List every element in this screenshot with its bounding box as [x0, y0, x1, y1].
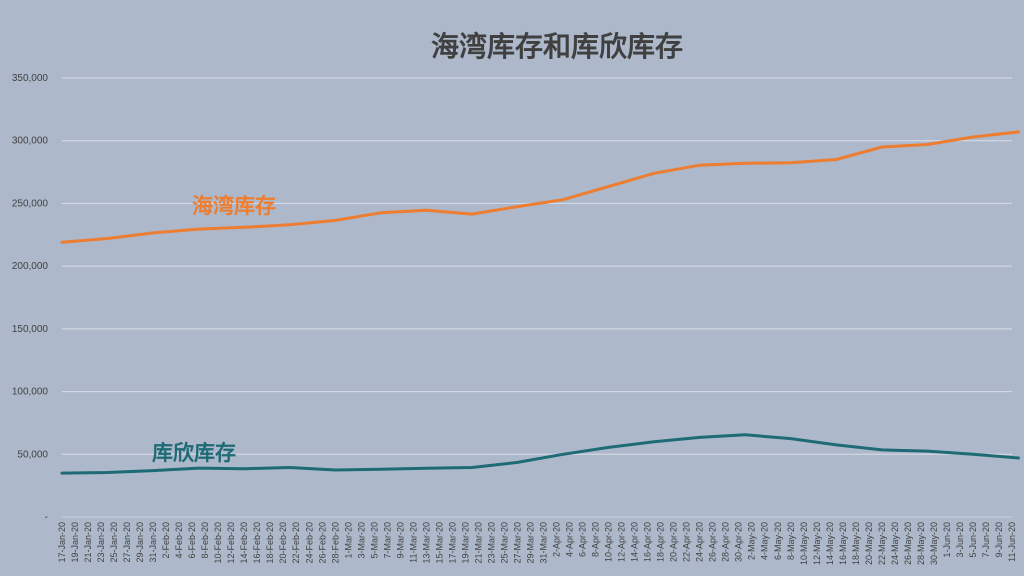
x-tick-label: 1-Jun-20 [942, 522, 952, 558]
x-tick-label: 4-Feb-20 [174, 522, 184, 559]
series-line-gulf [60, 130, 1020, 244]
x-tick-label: 17-Jan-20 [57, 522, 67, 563]
x-tick-label: 6-May-20 [773, 522, 783, 560]
x-tick-label: 5-Jun-20 [968, 522, 978, 558]
y-tick-label: 150,000 [12, 324, 49, 335]
y-tick-label: 250,000 [12, 198, 49, 209]
x-tick-label: 7-Jun-20 [981, 522, 991, 558]
x-tick-label: 8-Feb-20 [200, 522, 210, 559]
x-tick-label: 8-Apr-20 [591, 522, 601, 557]
y-tick-label: 50,000 [17, 449, 48, 460]
x-tick-label: 30-Apr-20 [734, 522, 744, 562]
series-lines [60, 130, 1020, 475]
x-tick-label: 24-Feb-20 [304, 522, 314, 564]
x-tick-label: 21-Jan-20 [83, 522, 93, 563]
x-tick-label: 25-Mar-20 [499, 522, 509, 564]
x-tick-label: 21-Mar-20 [473, 522, 483, 564]
x-tick-label: 30-May-20 [929, 522, 939, 565]
x-tick-label: 31-Mar-20 [539, 522, 549, 564]
x-tick-label: 16-Feb-20 [252, 522, 262, 564]
x-tick-label: 14-Feb-20 [239, 522, 249, 564]
x-tick-label: 22-Feb-20 [291, 522, 301, 564]
x-tick-label: 14-May-20 [825, 522, 835, 565]
x-tick-label: 28-May-20 [916, 522, 926, 565]
x-tick-label: 11-Jun-20 [1007, 522, 1017, 562]
x-tick-label: 22-May-20 [877, 522, 887, 565]
x-tick-label: 26-May-20 [903, 522, 913, 565]
x-tick-label: 27-Jan-20 [122, 522, 132, 563]
series-label-gulf: 海湾库存 [192, 193, 276, 218]
x-tick-label: 10-Feb-20 [213, 522, 223, 564]
x-tick-label: 12-May-20 [812, 522, 822, 565]
x-tick-label: 18-Apr-20 [656, 522, 666, 562]
x-tick-label: 25-Jan-20 [109, 522, 119, 563]
y-tick-label: 200,000 [12, 261, 49, 272]
x-tick-label: 17-Mar-20 [447, 522, 457, 564]
x-tick-label: 3-Jun-20 [955, 522, 965, 558]
x-tick-label: 28-Apr-20 [721, 522, 731, 562]
x-tick-label: 10-Apr-20 [604, 522, 614, 562]
x-tick-label: 11-Mar-20 [408, 522, 418, 563]
x-tick-label: 3-Mar-20 [356, 522, 366, 559]
x-tick-label: 14-Apr-20 [630, 522, 640, 562]
x-tick-label: 9-Mar-20 [395, 522, 405, 559]
chart-title: 海湾库存和库欣库存 [431, 30, 683, 63]
x-tick-label: 28-Feb-20 [330, 522, 340, 564]
x-tick-label: 20-Feb-20 [278, 522, 288, 564]
x-tick-label: 10-May-20 [799, 522, 809, 565]
y-tick-label: - [45, 512, 48, 523]
x-tick-label: 16-Apr-20 [643, 522, 653, 562]
x-tick-label: 24-Apr-20 [695, 522, 705, 562]
series-label-cushing: 库欣库存 [152, 440, 236, 465]
x-tick-label: 12-Feb-20 [226, 522, 236, 564]
y-axis-ticks: - 50,000 100,000 150,000 200,000 250,000 300,0… [12, 73, 49, 523]
x-tick-label: 29-Mar-20 [525, 522, 535, 564]
x-tick-label: 2-Feb-20 [161, 522, 171, 559]
x-tick-label: 5-Mar-20 [369, 522, 379, 559]
x-tick-label: 26-Feb-20 [317, 522, 327, 564]
x-tick-label: 9-Jun-20 [994, 522, 1004, 558]
x-tick-label: 6-Apr-20 [578, 522, 588, 557]
x-tick-label: 6-Feb-20 [187, 522, 197, 559]
y-tick-label: 300,000 [12, 136, 49, 147]
x-tick-label: 2-May-20 [747, 522, 757, 560]
x-tick-label: 26-Apr-20 [708, 522, 718, 562]
y-tick-label: 350,000 [12, 73, 49, 84]
x-tick-label: 4-Apr-20 [565, 522, 575, 557]
x-tick-label: 15-Mar-20 [434, 522, 444, 564]
x-tick-label: 20-Apr-20 [669, 522, 679, 562]
x-tick-label: 23-Jan-20 [96, 522, 106, 563]
x-tick-label: 18-Feb-20 [265, 522, 275, 564]
x-tick-label: 4-May-20 [760, 522, 770, 560]
x-tick-label: 12-Apr-20 [617, 522, 627, 562]
x-tick-label: 8-May-20 [786, 522, 796, 560]
x-tick-label: 24-May-20 [890, 522, 900, 565]
x-tick-label: 20-May-20 [864, 522, 874, 565]
x-tick-label: 23-Mar-20 [486, 522, 496, 564]
x-tick-label: 7-Mar-20 [382, 522, 392, 559]
x-tick-label: 19-Jan-20 [70, 522, 80, 563]
x-tick-label: 27-Mar-20 [512, 522, 522, 564]
x-tick-label: 13-Mar-20 [421, 522, 431, 564]
x-tick-label: 19-Mar-20 [460, 522, 470, 564]
x-tick-label: 22-Apr-20 [682, 522, 692, 562]
x-tick-label: 1-Mar-20 [343, 522, 353, 559]
x-tick-label: 2-Apr-20 [552, 522, 562, 557]
x-tick-label: 29-Jan-20 [135, 522, 145, 563]
x-tick-label: 18-May-20 [851, 522, 861, 565]
x-tick-label: 31-Jan-20 [148, 522, 158, 563]
series-line-cushing [60, 433, 1020, 475]
x-axis-ticks: 17-Jan-20 19-Jan-20 21-Jan-20 23-Jan-20 25-J… [57, 522, 1017, 565]
y-tick-label: 100,000 [12, 387, 49, 398]
x-tick-label: 16-May-20 [838, 522, 848, 565]
